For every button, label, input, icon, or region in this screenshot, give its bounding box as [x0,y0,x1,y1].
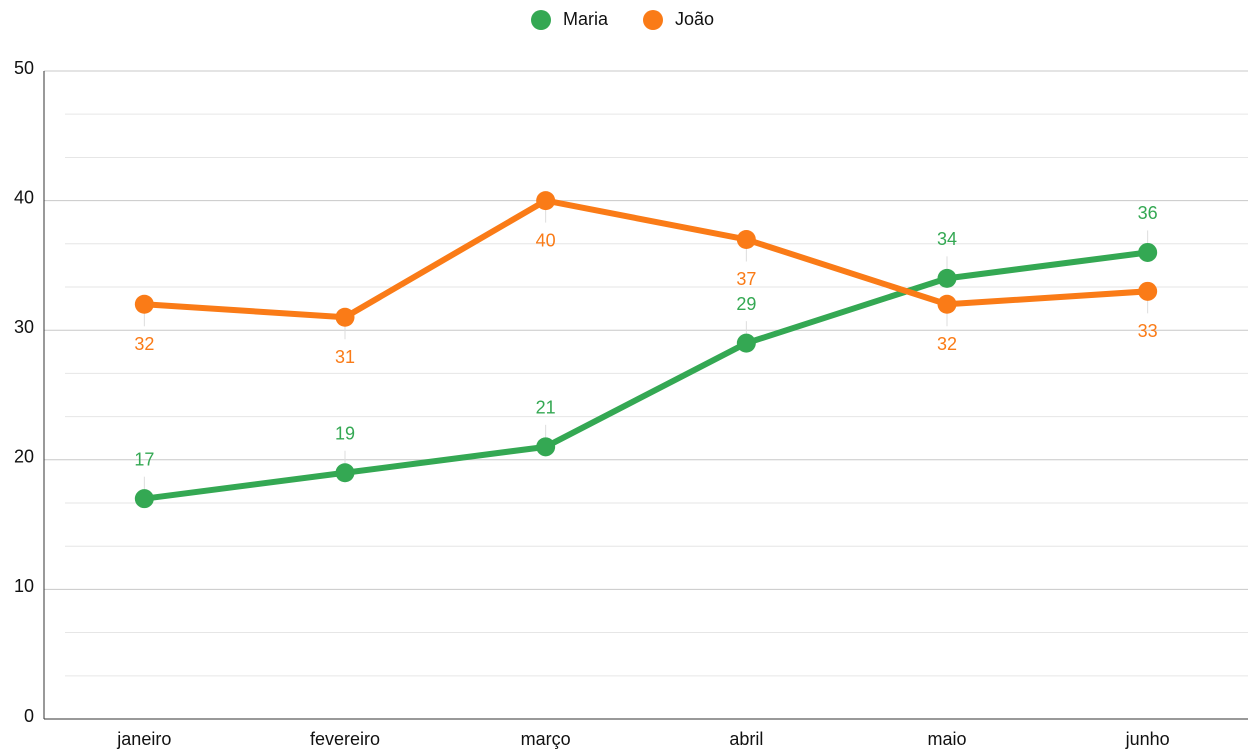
x-tick-label: maio [927,729,966,749]
data-label: 29 [736,294,756,314]
x-tick-label: março [521,729,571,749]
point [134,489,154,509]
data-label: 33 [1138,321,1158,341]
y-tick-label: 20 [14,447,34,467]
data-label: 34 [937,229,957,249]
data-label: 31 [335,347,355,367]
x-tick-label: janeiro [116,729,171,749]
series-line [143,249,1149,502]
point [1138,281,1158,301]
point [1138,242,1158,262]
data-label: 40 [536,230,556,250]
legend-marker [531,10,551,30]
point [937,268,957,288]
data-label: 19 [335,424,355,444]
data-label: 32 [134,334,154,354]
data-label: 36 [1138,203,1158,223]
point [937,294,957,314]
point [736,229,756,249]
y-tick-label: 30 [14,317,34,337]
point [736,333,756,353]
x-tick-label: abril [729,729,763,749]
series-line [144,197,1148,321]
data-label: 32 [937,334,957,354]
data-label: 37 [736,269,756,289]
y-tick-label: 50 [14,58,34,78]
data-label: 21 [536,398,556,418]
point [335,307,355,327]
point [134,294,154,314]
legend-label: Maria [563,9,609,29]
x-tick-label: junho [1125,729,1170,749]
point [536,437,556,457]
point [536,191,556,211]
point [335,463,355,483]
y-tick-label: 40 [14,187,34,207]
legend-label: João [675,9,714,29]
x-tick-label: fevereiro [310,729,380,749]
y-tick-label: 10 [14,576,34,596]
legend-marker [643,10,663,30]
data-label: 17 [134,449,154,469]
y-tick-label: 0 [24,706,34,726]
